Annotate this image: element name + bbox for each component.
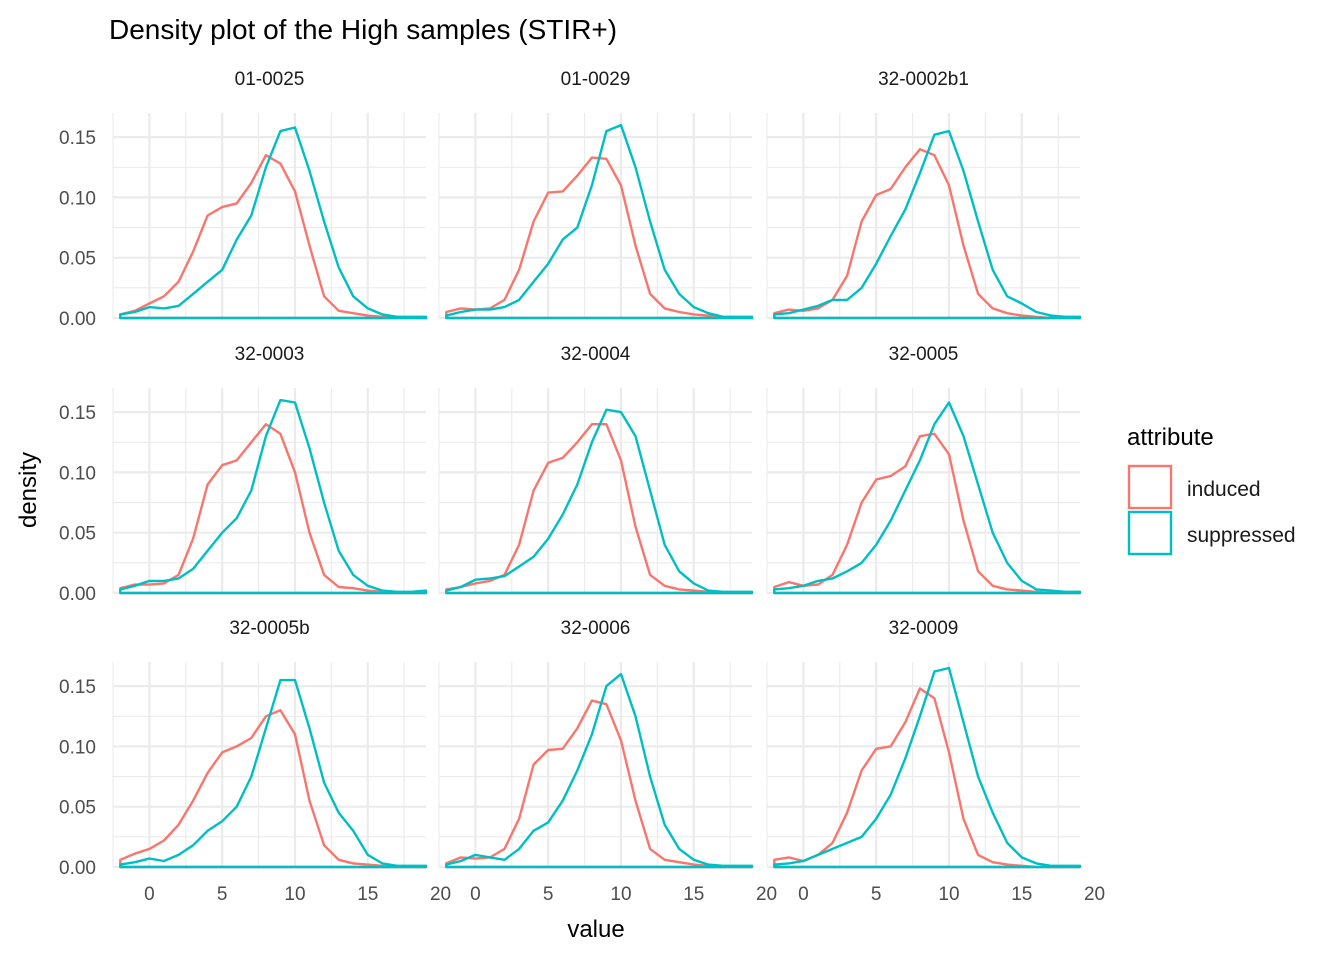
legend-key-induced xyxy=(1127,464,1173,510)
x-tick-label: 0 xyxy=(798,884,809,905)
x-tick-label: 15 xyxy=(357,884,378,905)
density-curve-induced xyxy=(445,156,754,320)
facet-strip-label: 32-0004 xyxy=(561,344,631,365)
density-curve-induced xyxy=(445,699,754,869)
y-tick-label: 0.05 xyxy=(59,798,96,819)
y-tick-label: 0.10 xyxy=(59,188,96,209)
x-tick-label: 10 xyxy=(938,884,959,905)
density-curve-induced xyxy=(773,148,1082,320)
facet-panel: 32-0005 xyxy=(766,344,1082,595)
y-tick-label: 0.00 xyxy=(59,858,96,879)
facet-panel: 32-0004 xyxy=(438,344,754,595)
density-curve-induced xyxy=(119,709,428,869)
x-tick-label: 20 xyxy=(756,884,777,905)
facet-strip-label: 32-0006 xyxy=(561,618,631,639)
facet-panel: 32-0002b1 xyxy=(766,69,1082,320)
x-axis-title: value xyxy=(567,916,624,943)
x-tick-label: 15 xyxy=(683,884,704,905)
y-axis-title: density xyxy=(15,452,42,528)
legend-label-suppressed: suppressed xyxy=(1187,524,1296,547)
facet-panel: 01-0025 0.00 0.05 0.10 0.15 xyxy=(59,69,428,330)
x-tick-label: 5 xyxy=(217,884,228,905)
x-tick-label: 10 xyxy=(284,884,305,905)
x-tick-label: 5 xyxy=(543,884,554,905)
facet-panel: 32-0005b 0.00 0.05 0.10 0.15 0 5 10 15 20 xyxy=(59,618,451,905)
density-curve-induced xyxy=(445,423,754,595)
facet-panel: 32-0003 0.00 0.05 0.10 0.15 xyxy=(59,344,428,605)
density-curve-induced xyxy=(773,687,1082,869)
y-tick-label: 0.15 xyxy=(59,403,96,424)
y-tick-label: 0.05 xyxy=(59,249,96,270)
x-tick-label: 0 xyxy=(144,884,155,905)
x-tick-label: 5 xyxy=(871,884,882,905)
y-tick-label: 0.05 xyxy=(59,524,96,545)
y-tick-label: 0.15 xyxy=(59,677,96,698)
density-curve-induced xyxy=(773,432,1082,595)
legend: attribute induced suppressed xyxy=(1127,424,1296,556)
facet-strip-label: 01-0025 xyxy=(235,69,305,90)
facet-strip-label: 01-0029 xyxy=(561,69,631,90)
facet-strip-label: 32-0005b xyxy=(229,618,309,639)
x-tick-label: 20 xyxy=(1084,884,1105,905)
facet-strip-label: 32-0009 xyxy=(889,618,959,639)
legend-title: attribute xyxy=(1127,424,1214,451)
density-curve-suppressed xyxy=(773,401,1082,595)
legend-items: induced suppressed xyxy=(1127,464,1296,556)
facet-strip-label: 32-0002b1 xyxy=(878,69,969,90)
density-curve-suppressed xyxy=(773,666,1082,869)
y-tick-label: 0.00 xyxy=(59,309,96,330)
y-tick-label: 0.10 xyxy=(59,463,96,484)
facet-panel: 32-0006 0 5 10 15 20 xyxy=(438,618,777,905)
density-curve-suppressed xyxy=(445,408,754,595)
density-curve-suppressed xyxy=(119,678,428,869)
facet-strip-label: 32-0005 xyxy=(889,344,959,365)
legend-key-suppressed xyxy=(1127,510,1173,556)
facet-strip-label: 32-0003 xyxy=(235,344,305,365)
x-tick-label: 0 xyxy=(470,884,481,905)
chart-title: Density plot of the High samples (STIR+) xyxy=(109,14,617,45)
density-curve-induced xyxy=(119,154,428,320)
density-curve-induced xyxy=(119,423,428,595)
density-curve-suppressed xyxy=(445,123,754,320)
x-tick-label: 10 xyxy=(610,884,631,905)
y-tick-label: 0.00 xyxy=(59,584,96,605)
legend-label-induced: induced xyxy=(1187,478,1261,501)
facet-panel: 01-0029 xyxy=(438,69,754,320)
facet-panel: 32-0009 0 5 10 15 20 xyxy=(766,618,1105,905)
facet-panels: 01-0025 0.00 0.05 0.10 0.15 01-0029 32-0002b1 3… xyxy=(59,69,1105,905)
density-curve-suppressed xyxy=(119,126,428,320)
density-curve-suppressed xyxy=(119,398,428,595)
x-tick-label: 15 xyxy=(1011,884,1032,905)
density-curve-suppressed xyxy=(445,672,754,869)
x-tick-label: 20 xyxy=(430,884,451,905)
density-curve-suppressed xyxy=(773,129,1082,320)
y-tick-label: 0.15 xyxy=(59,128,96,149)
y-tick-label: 0.10 xyxy=(59,737,96,758)
